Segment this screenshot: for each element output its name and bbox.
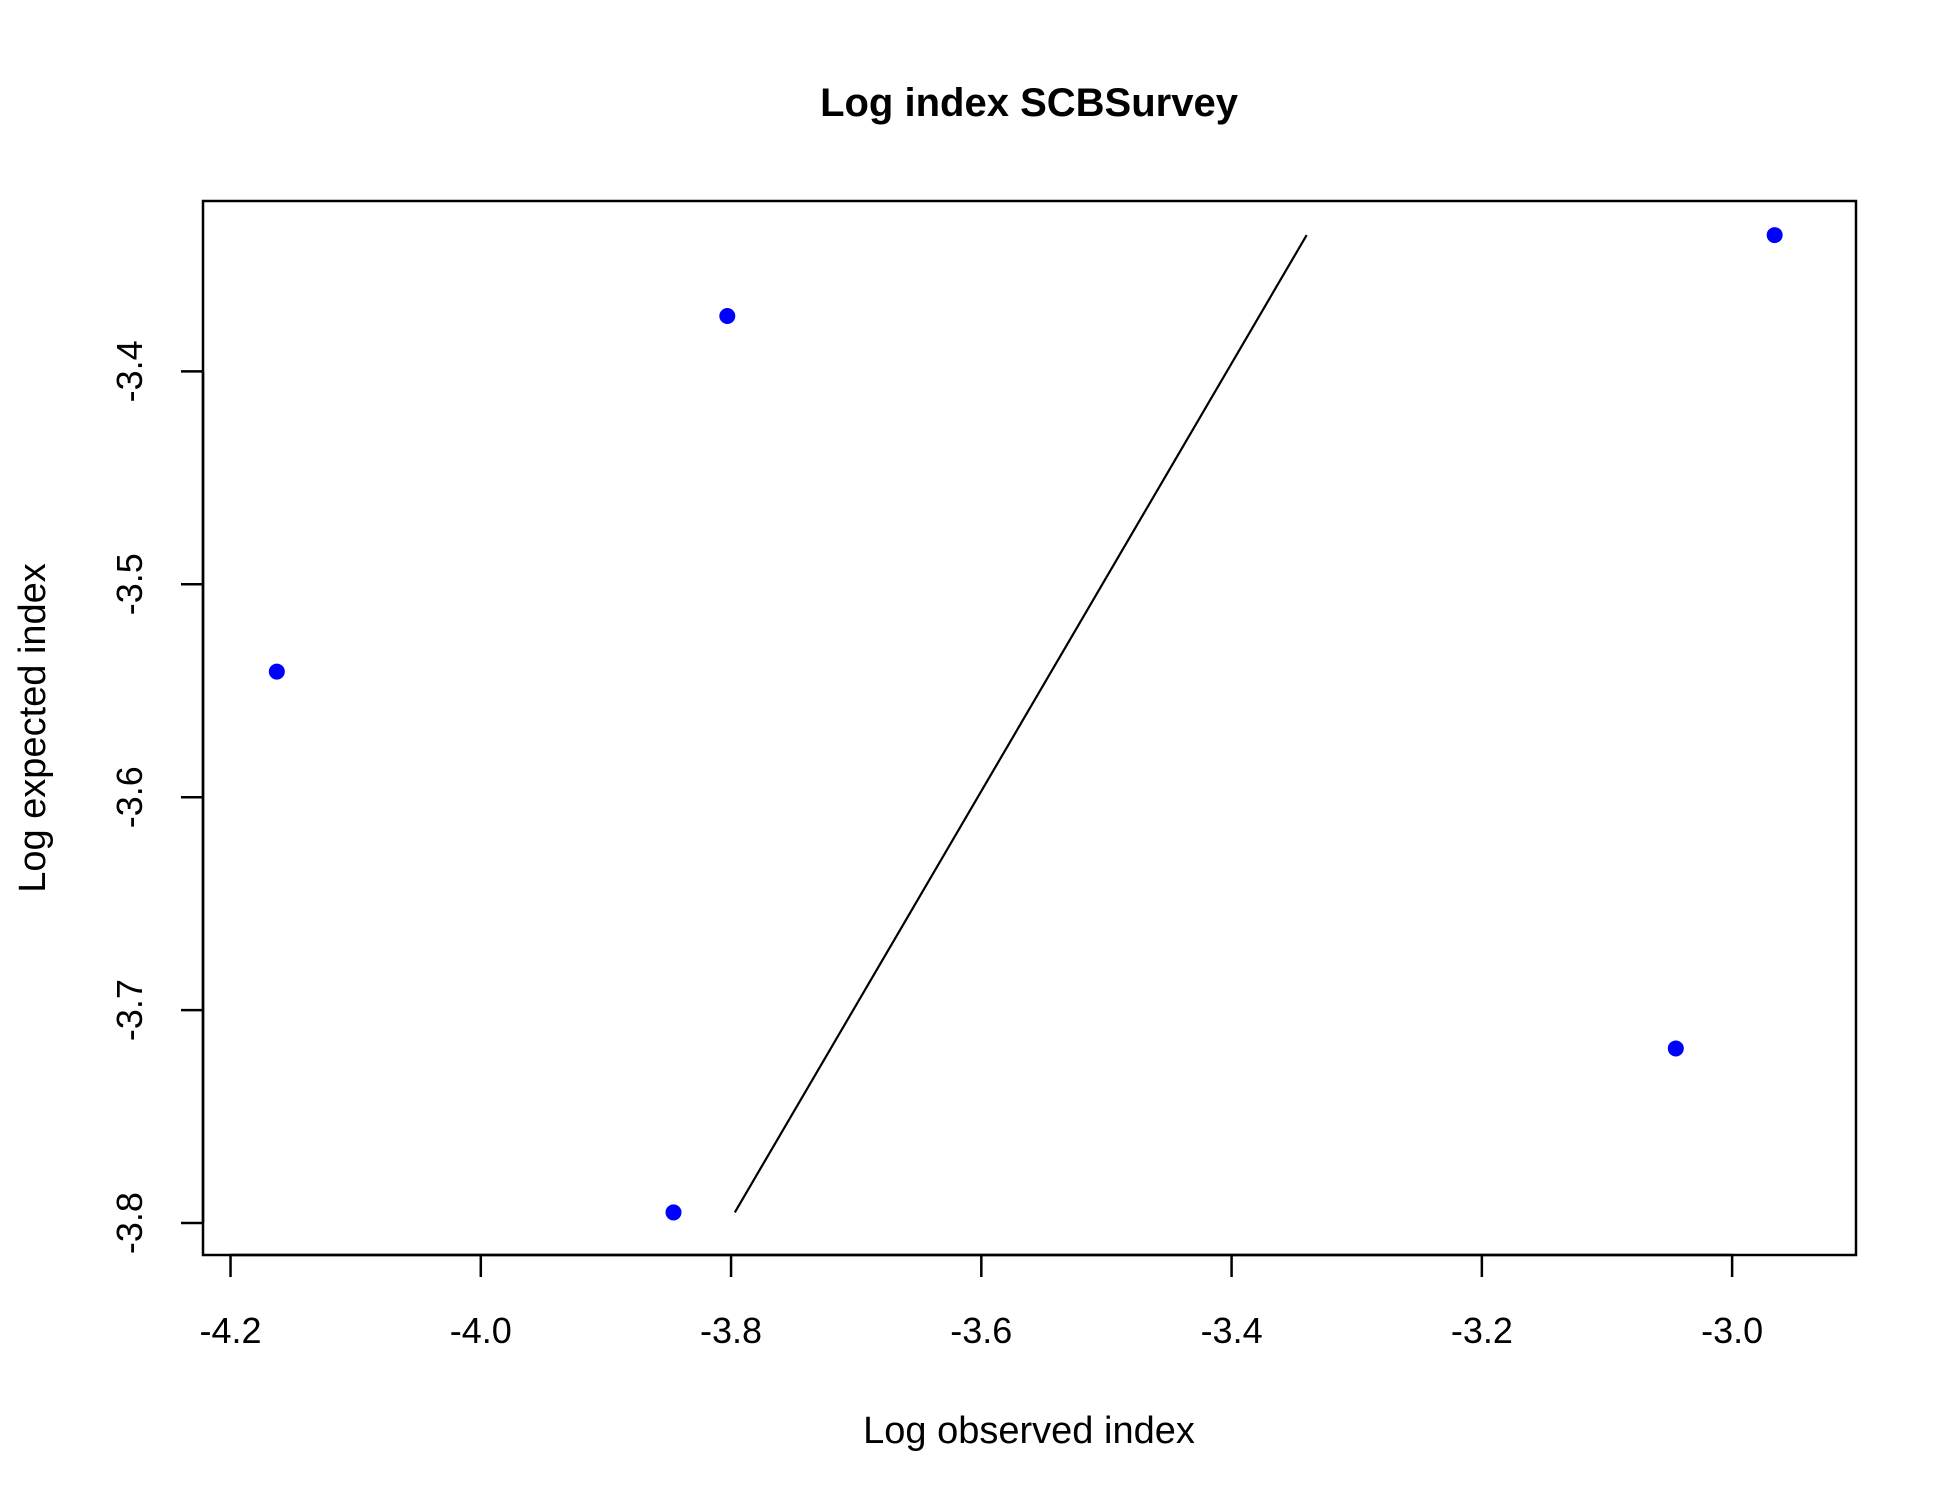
- data-point: [1667, 1040, 1684, 1057]
- data-point: [1766, 227, 1783, 244]
- chart-title: Log index SCBSurvey: [820, 81, 1239, 125]
- data-point: [268, 663, 285, 680]
- x-tick-label: -4.0: [450, 1310, 512, 1351]
- x-tick-label: -3.8: [700, 1310, 762, 1351]
- y-tick-label: -3.7: [109, 979, 150, 1041]
- x-tick-label: -4.2: [200, 1310, 262, 1351]
- x-tick-label: -3.4: [1201, 1310, 1263, 1351]
- x-axis-label: Log observed index: [863, 1410, 1195, 1452]
- y-axis-label: Log expected index: [12, 563, 54, 893]
- data-point: [665, 1204, 682, 1221]
- plot-frame: [201, 199, 1858, 1257]
- data-point: [719, 307, 736, 324]
- x-tick-label: -3.2: [1451, 1310, 1513, 1351]
- x-tick-label: -3.0: [1701, 1310, 1763, 1351]
- y-axis: -3.8 -3.7 -3.6 -3.5 -3.4: [109, 340, 205, 1254]
- y-tick-label: -3.6: [109, 766, 150, 828]
- fit-line: [733, 234, 1308, 1213]
- y-tick-label: -3.8: [109, 1192, 150, 1254]
- y-tick-label: -3.5: [109, 553, 150, 615]
- x-axis: -4.2 -4.0 -3.8 -3.6 -3.4 -3.2 -3.0: [200, 1253, 1763, 1351]
- x-tick-label: -3.6: [950, 1310, 1012, 1351]
- plot-series: [268, 227, 1783, 1221]
- y-tick-label: -3.4: [109, 340, 150, 402]
